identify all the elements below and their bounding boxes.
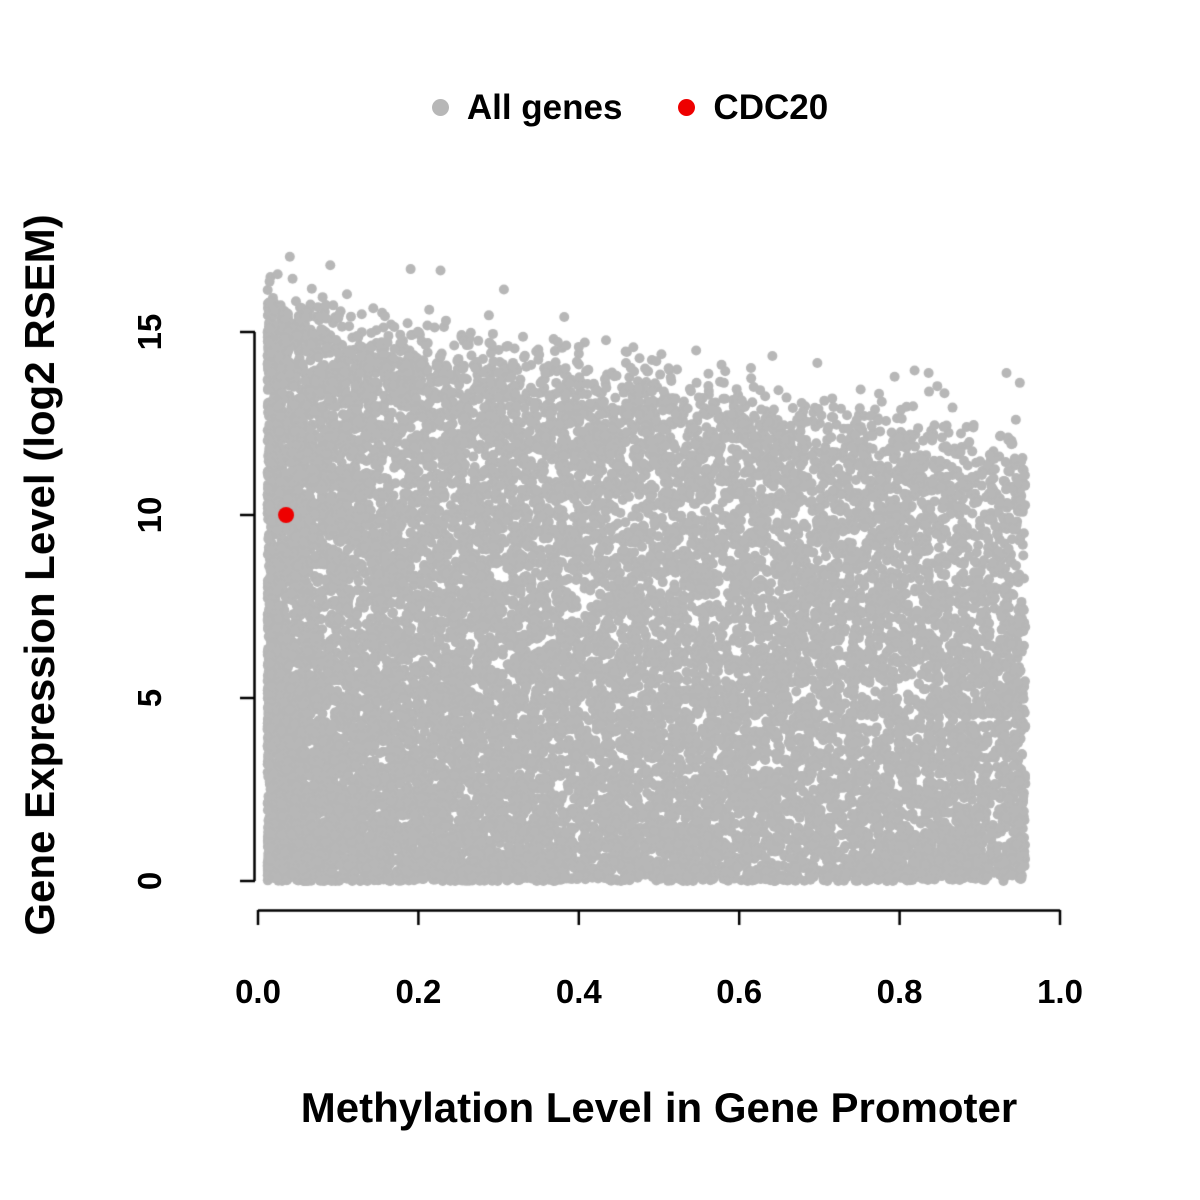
x-tick-label: 0.2 — [395, 973, 442, 1010]
y-tick-label: 10 — [131, 496, 168, 534]
x-tick-label: 0.4 — [555, 973, 602, 1010]
all-genes-marker-icon — [431, 99, 449, 116]
y-tick-label: 0 — [131, 871, 168, 891]
legend: All genes CDC20 — [30, 90, 1200, 125]
legend-label-cdc20: CDC20 — [713, 88, 829, 127]
legend-item-cdc20: CDC20 — [678, 90, 828, 125]
y-tick-label: 15 — [131, 313, 168, 351]
x-tick-label: 1.0 — [1037, 973, 1083, 1010]
x-tick-label: 0.0 — [235, 973, 281, 1010]
legend-item-all-genes: All genes — [431, 88, 623, 127]
y-axis-title: Gene Expression Level (log2 RSEM) — [16, 214, 63, 936]
x-tick-label: 0.6 — [716, 973, 763, 1010]
legend-label-all-genes: All genes — [466, 88, 623, 127]
x-axis-title: Methylation Level in Gene Promoter — [300, 1084, 1018, 1131]
y-tick-label: 5 — [131, 688, 168, 708]
cdc20-marker-icon — [678, 99, 696, 116]
x-tick-label: 0.8 — [876, 973, 923, 1010]
